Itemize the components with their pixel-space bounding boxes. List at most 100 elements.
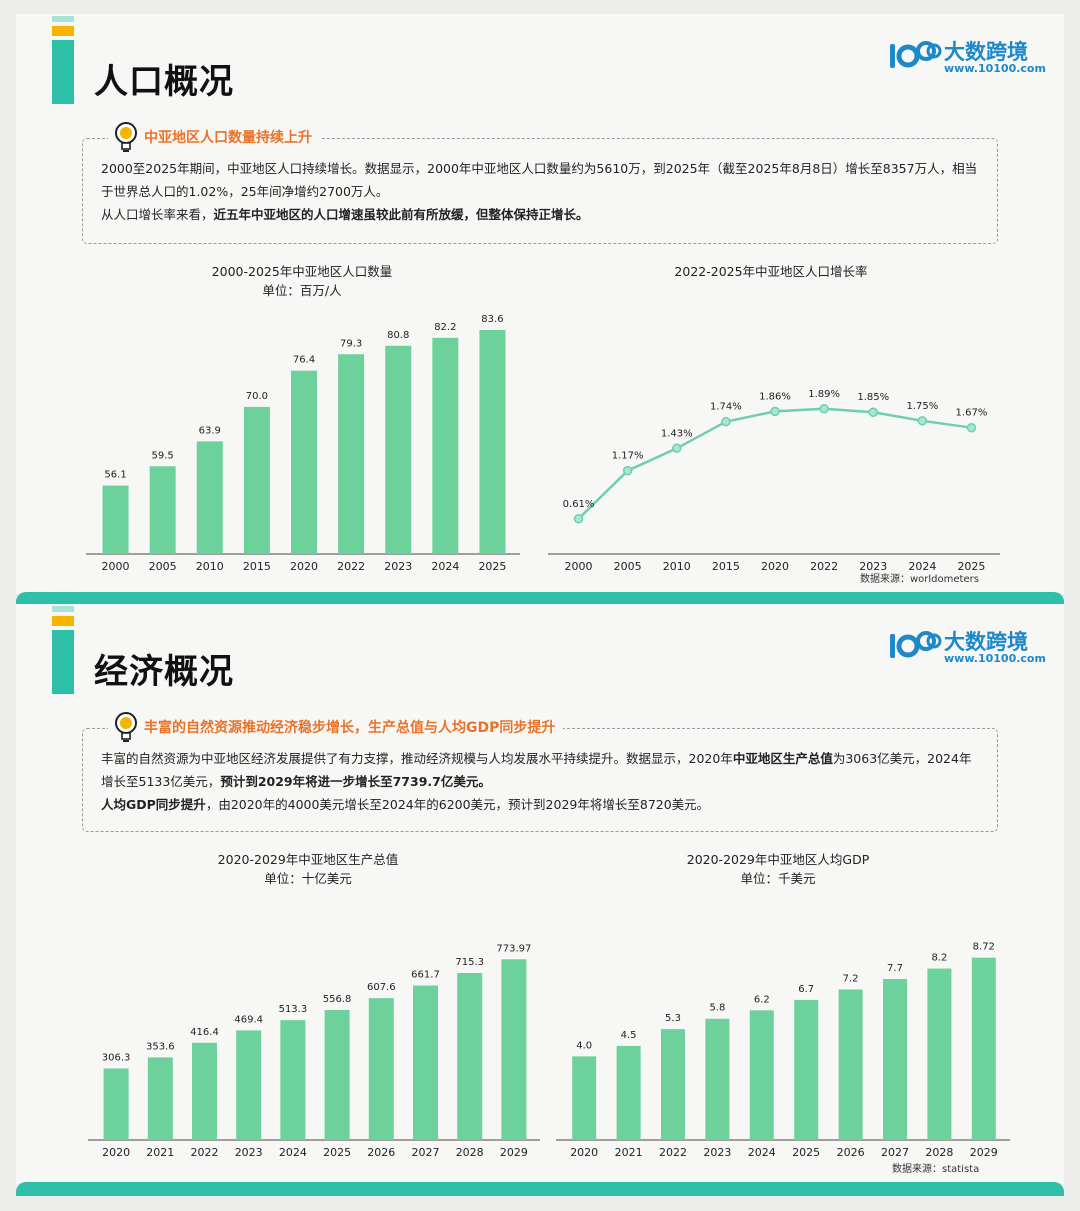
data-label: 661.7	[411, 969, 440, 980]
x-tick-label: 2024	[279, 1146, 307, 1159]
x-tick-label: 2022	[810, 560, 838, 572]
gdp-chart: 2020-2029年中亚地区生产总值 单位：十亿美元 2020 306.3 2021…	[76, 850, 540, 1160]
data-point	[622, 465, 633, 476]
data-label: 80.8	[387, 330, 409, 341]
x-tick-label: 2020	[102, 1146, 130, 1159]
data-label: 1.89%	[808, 389, 840, 400]
x-tick-label: 2023	[703, 1146, 731, 1159]
population-bar-chart: 2000 56.1 2005 59.5 2010 63.9 2015 70.0 2020 76.4…	[86, 314, 520, 572]
x-tick-label: 2022	[191, 1146, 219, 1159]
data-label: 1.43%	[661, 428, 693, 439]
bar	[971, 957, 996, 1140]
bar	[243, 406, 270, 554]
summary-text-2: 人均GDP同步提升，由2020年的4000美元增长至2024年的6200美元，预…	[101, 797, 710, 812]
bar	[368, 998, 394, 1140]
section-title: 经济概况	[94, 652, 234, 692]
brand-name: 大数跨境	[944, 40, 1028, 64]
data-label: 7.7	[887, 963, 903, 974]
data-label: 306.3	[102, 1052, 131, 1063]
data-label: 76.4	[293, 355, 315, 366]
data-label: 1.74%	[710, 402, 742, 413]
data-label: 556.8	[323, 994, 352, 1005]
data-label: 1.85%	[857, 392, 889, 403]
x-tick-label: 2005	[149, 560, 177, 572]
bar	[883, 979, 907, 1140]
chart-title: 2000-2025年中亚地区人口数量 单位：百万/人	[211, 264, 393, 298]
bar	[280, 1020, 306, 1140]
summary-heading-text: 中亚地区人口数量持续上升	[144, 130, 312, 146]
chart-title: 2020-2029年中亚地区生产总值 单位：十亿美元	[217, 852, 399, 886]
data-label: 5.8	[709, 1003, 725, 1014]
section-divider	[16, 1182, 1064, 1196]
bar	[479, 329, 506, 554]
summary-heading: 中亚地区人口数量持续上升	[108, 120, 320, 154]
data-label: 83.6	[481, 314, 503, 325]
data-point	[966, 422, 977, 433]
x-tick-label: 2010	[663, 560, 691, 572]
population-chart: 2000-2025年中亚地区人口数量 单位：百万/人 2000 56.1 2005 5…	[60, 262, 544, 572]
data-label: 7.2	[843, 973, 859, 984]
data-label: 8.72	[973, 942, 995, 953]
bar	[616, 1045, 641, 1140]
x-tick-label: 2026	[837, 1146, 865, 1159]
x-tick-label: 2025	[957, 560, 985, 572]
data-source: 数据来源：worldometers	[860, 574, 979, 585]
bar	[661, 1029, 685, 1140]
data-label: 59.5	[152, 450, 174, 461]
x-tick-label: 2024	[908, 560, 936, 572]
data-label: 469.4	[234, 1014, 263, 1025]
x-tick-label: 2000	[565, 560, 593, 572]
data-point	[721, 416, 731, 427]
x-tick-label: 2023	[235, 1146, 263, 1159]
x-tick-label: 2028	[925, 1146, 953, 1159]
data-label: 70.0	[246, 391, 268, 402]
bar	[749, 1010, 774, 1140]
bar	[192, 1042, 217, 1140]
x-tick-label: 2010	[196, 560, 224, 572]
x-tick-label: 2028	[456, 1146, 484, 1159]
bar	[324, 1009, 350, 1140]
x-tick-label: 2022	[337, 560, 365, 572]
bar	[927, 968, 952, 1140]
x-tick-label: 2022	[659, 1146, 687, 1159]
summary-text-2: 从人口增长率来看，近五年中亚地区的人口增速虽较此前有所放缓，但整体保持正增长。	[101, 207, 589, 222]
bar	[794, 999, 819, 1140]
growth-line-chart: 2000 2005 2010 2015 2020 2022 2023 2024 2025 0.61…	[548, 389, 1000, 572]
x-tick-label: 2021	[615, 1146, 643, 1159]
x-tick-label: 2020	[761, 560, 789, 572]
x-tick-label: 2027	[412, 1146, 440, 1159]
data-label: 4.5	[621, 1030, 637, 1041]
data-point	[819, 404, 829, 414]
summary-box: 2000至2025年期间，中亚地区人口持续增长。数据显示，2000年中亚地区人口…	[82, 138, 998, 244]
data-label: 513.3	[279, 1004, 308, 1015]
brand-url: www.10100.com	[944, 652, 1046, 665]
chart-title: 2020-2029年中亚地区人均GDP 单位：千美元	[686, 852, 870, 886]
section-title: 人口概况	[94, 62, 234, 102]
growth-chart: 2022-2025年中亚地区人口增长率 2000 2005 2010 2015 2020…	[536, 262, 1006, 572]
data-label: 8.2	[931, 953, 947, 964]
bar	[838, 989, 863, 1140]
section-marker	[52, 606, 74, 694]
chart-title: 2022-2025年中亚地区人口增长率	[674, 264, 868, 279]
bar	[147, 1057, 173, 1140]
economy-panel: 经济概况 大数跨境 www.10100.com 丰富的自然资源为中亚地区经济发展…	[16, 604, 1064, 1184]
bar	[196, 441, 223, 554]
data-point	[917, 416, 928, 426]
series-line	[577, 407, 972, 520]
x-tick-label: 2024	[431, 560, 459, 572]
data-label: 6.2	[754, 994, 770, 1005]
data-point	[868, 407, 878, 417]
bar	[501, 959, 527, 1140]
data-source: 数据来源：statista	[892, 1164, 980, 1175]
bar	[236, 1030, 262, 1140]
data-label: 773.97	[496, 943, 531, 954]
brand-logo: 大数跨境 www.10100.com	[888, 626, 1046, 670]
section-divider	[16, 592, 1064, 606]
x-tick-label: 2023	[859, 560, 887, 572]
brand-name: 大数跨境	[944, 630, 1028, 654]
bar	[338, 354, 365, 554]
data-label: 6.7	[798, 984, 814, 995]
data-point	[573, 514, 584, 524]
bar	[572, 1056, 597, 1140]
bar	[432, 337, 459, 554]
